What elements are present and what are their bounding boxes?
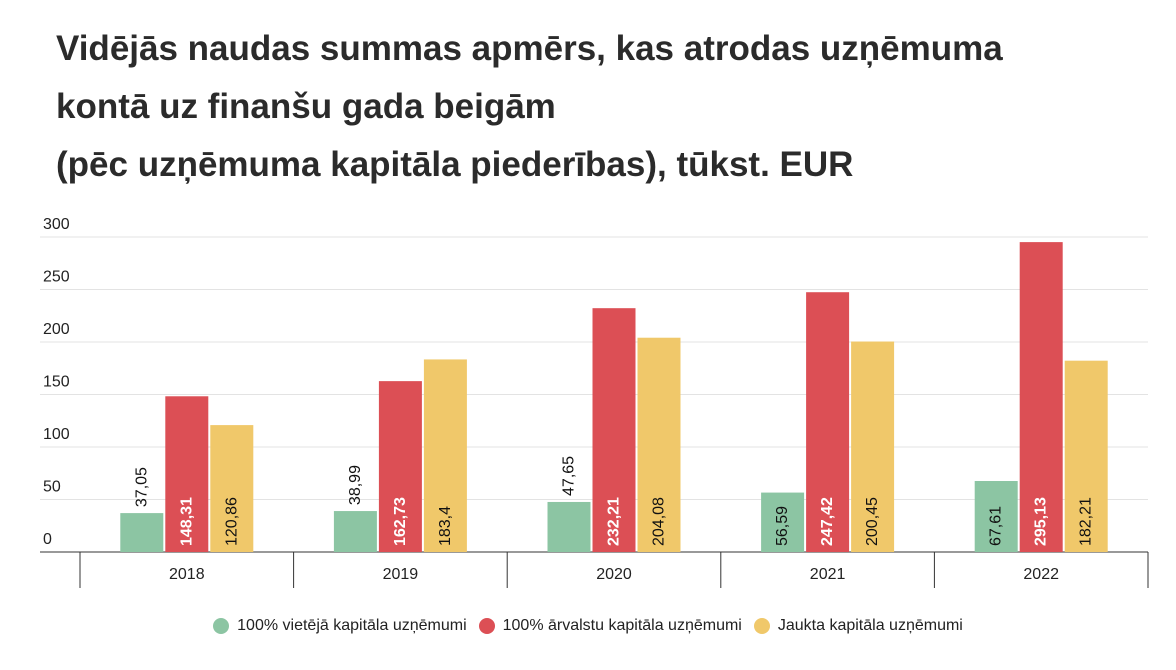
y-tick-label: 150 — [43, 374, 70, 391]
chart-legend: 100% vietējā kapitāla uzņēmumi 100% ārva… — [0, 617, 1176, 635]
data-label: 67,61 — [988, 506, 1005, 546]
legend-item-foreign: 100% ārvalstu kapitāla uzņēmumi — [478, 617, 742, 635]
bar — [210, 425, 254, 552]
bar — [974, 481, 1018, 552]
data-label: 56,59 — [774, 506, 791, 546]
x-tick-label: 2019 — [383, 566, 419, 583]
legend-swatch-mixed — [753, 618, 770, 634]
data-label: 120,86 — [223, 497, 240, 546]
legend-label-domestic: 100% vietējā kapitāla uzņēmumi — [237, 617, 467, 634]
bar — [592, 308, 636, 552]
y-tick-label: 250 — [43, 269, 70, 286]
data-label: 200,45 — [864, 497, 881, 546]
y-tick-label: 300 — [43, 216, 70, 233]
data-label: 37,05 — [133, 467, 150, 507]
bar — [761, 492, 805, 552]
data-label: 183,4 — [437, 506, 454, 546]
legend-swatch-domestic — [213, 618, 230, 634]
bar — [165, 396, 209, 552]
data-label: 148,31 — [178, 497, 195, 546]
x-tick-label: 2018 — [169, 566, 205, 583]
data-label: 38,99 — [347, 465, 364, 505]
x-tick-label: 2022 — [1023, 566, 1059, 583]
data-label: 295,13 — [1033, 497, 1050, 546]
bar — [423, 359, 467, 552]
bar — [806, 292, 850, 552]
x-tick-label: 2021 — [810, 566, 846, 583]
data-label: 204,08 — [651, 497, 668, 546]
data-label: 162,73 — [392, 497, 409, 546]
bar — [120, 513, 164, 552]
bar — [1064, 360, 1108, 552]
x-tick-label: 2020 — [596, 566, 632, 583]
legend-label-foreign: 100% ārvalstu kapitāla uzņēmumi — [502, 617, 742, 634]
chart-title-line-2: kontā uz finanšu gada beigām — [56, 87, 556, 126]
bar — [378, 381, 422, 552]
bar — [637, 337, 681, 552]
y-tick-label: 200 — [43, 321, 70, 338]
y-tick-label: 50 — [43, 479, 61, 496]
legend-item-mixed: Jaukta kapitāla uzņēmumi — [753, 617, 963, 635]
data-label: 182,21 — [1078, 497, 1095, 546]
bar-chart: 0 50 100 150 200 250 300 2018 37,05 148,31 120,86 2… — [40, 216, 1149, 588]
bar — [1019, 242, 1063, 552]
chart-title: Vidējās naudas summas apmērs, kas atroda… — [56, 20, 1156, 194]
y-tick-label: 0 — [43, 531, 52, 548]
legend-swatch-foreign — [478, 618, 495, 634]
bar — [547, 501, 591, 552]
y-tick-label: 100 — [43, 426, 70, 443]
data-label: 232,21 — [606, 497, 623, 546]
chart-title-line-3: (pēc uzņēmuma kapitāla piederības), tūks… — [56, 145, 854, 184]
bar — [851, 341, 895, 552]
legend-item-domestic: 100% vietējā kapitāla uzņēmumi — [213, 617, 467, 635]
data-label: 247,42 — [819, 497, 836, 546]
data-label: 47,65 — [561, 456, 578, 496]
chart-title-line-1: Vidējās naudas summas apmērs, kas atroda… — [56, 29, 1003, 68]
legend-label-mixed: Jaukta kapitāla uzņēmumi — [777, 617, 963, 634]
bar — [333, 511, 377, 552]
